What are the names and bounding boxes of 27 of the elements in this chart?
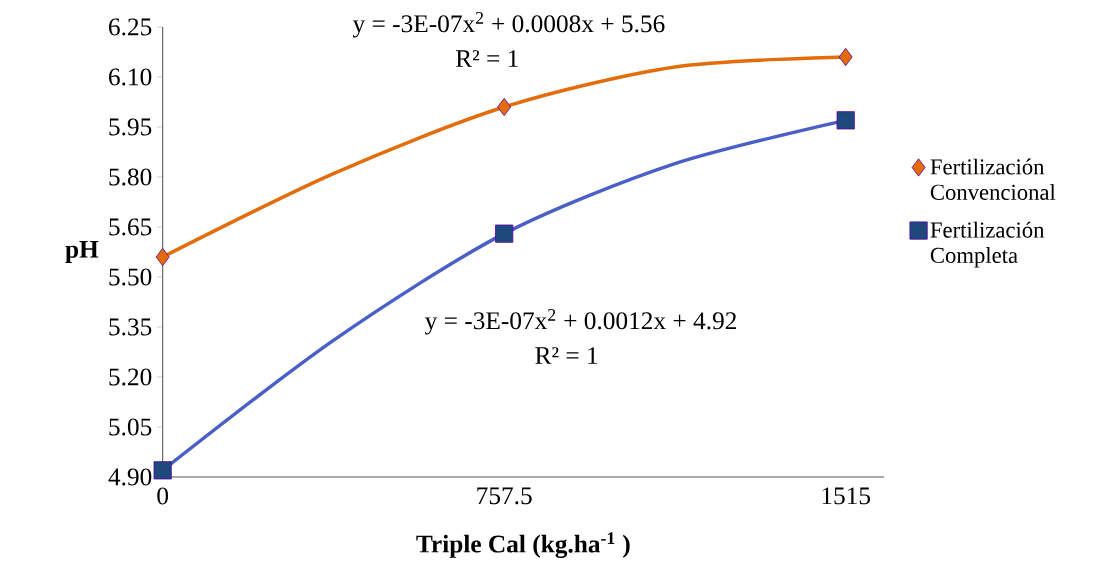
x-axis-title: Triple Cal (kg.ha$^{-1}$ ) (416, 532, 630, 558)
x-tick-label: 0 (157, 487, 169, 505)
y-tick-label: 6.10 (109, 68, 152, 86)
legend-label: Fertilización Convencional (930, 158, 1056, 200)
y-tick-label: 5.65 (109, 218, 152, 236)
y-tick-label: 5.95 (109, 118, 152, 136)
point (155, 247, 170, 267)
y-tick-label: 5.35 (109, 318, 152, 336)
point (497, 97, 512, 117)
annotation: y = -3E-07x$^{2}$ + 0.0012x + 4.92 (424, 308, 736, 335)
x-tick-label: 1515 (822, 487, 871, 505)
y-tick-label: 6.25 (109, 18, 152, 36)
annotation: y = -3E-07x$^{2}$ + 0.0008x + 5.56 (352, 11, 665, 38)
point (836, 111, 855, 130)
annotation: R² = 1 (455, 50, 518, 67)
y-tick-label: 5.05 (109, 418, 152, 436)
legend-label: Fertilización Completa (930, 221, 1045, 268)
point (495, 224, 514, 243)
y-axis-title: pH (65, 241, 99, 263)
point (838, 47, 853, 67)
y-tick-label: 4.90 (108, 468, 152, 486)
annotation: R² = 1 (535, 347, 598, 364)
y-tick-label: 5.80 (109, 168, 152, 186)
point (153, 461, 172, 480)
y-tick-label: 5.50 (109, 268, 152, 286)
y-tick-label: 5.20 (109, 368, 152, 386)
x-tick-label: 757.5 (477, 487, 532, 505)
